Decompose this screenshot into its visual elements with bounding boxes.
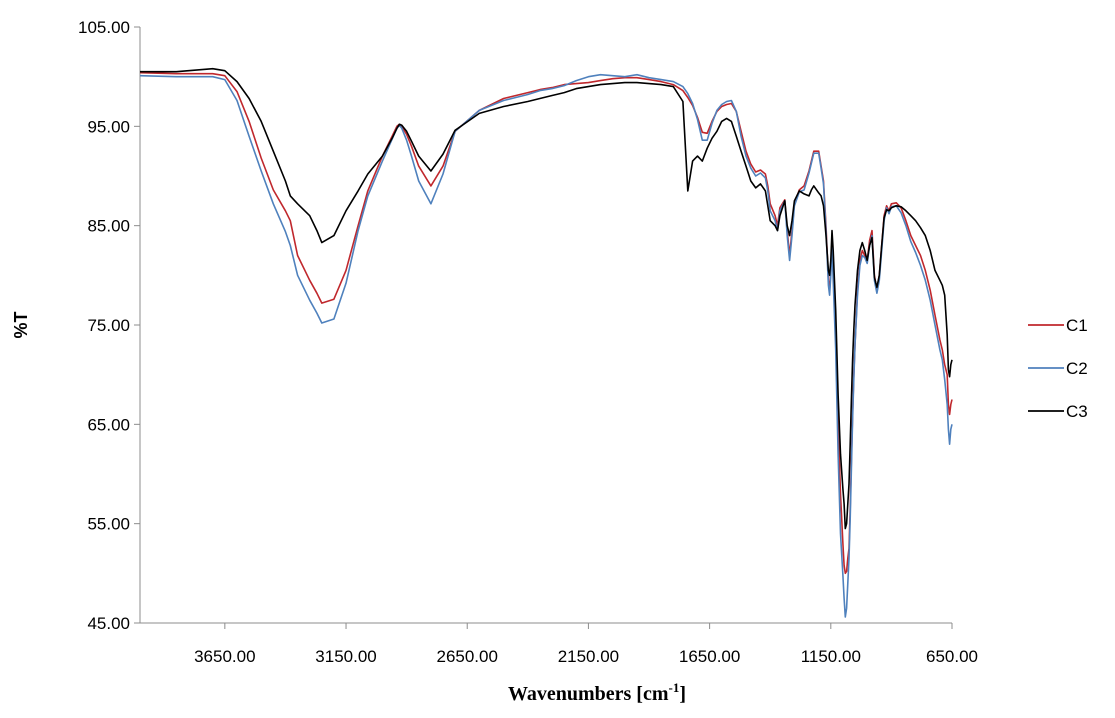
legend: C1 C2 C3 xyxy=(1028,316,1088,421)
y-axis-title: %T xyxy=(11,311,31,338)
y-tick-label: 55.00 xyxy=(87,515,130,534)
y-tick-label: 45.00 xyxy=(87,614,130,633)
x-tick-label: 2150.00 xyxy=(558,647,619,666)
series-line-c3 xyxy=(140,67,953,530)
x-tick-label: 1650.00 xyxy=(679,647,740,666)
x-axis-title-suffix: ] xyxy=(679,683,686,705)
x-axis-title-sup: -1 xyxy=(669,680,680,695)
legend-label-c1: C1 xyxy=(1066,316,1088,335)
series-line-c1 xyxy=(139,71,953,575)
x-tick-label: 1150.00 xyxy=(801,647,861,666)
legend-label-c2: C2 xyxy=(1066,359,1088,378)
x-axis-title: Wavenumbers [cm-1] xyxy=(508,680,686,705)
x-tick-label: 2650.00 xyxy=(436,647,497,666)
y-tick-label: 95.00 xyxy=(87,117,130,136)
series-group xyxy=(139,67,953,618)
x-tick-label: 3650.00 xyxy=(194,647,255,666)
legend-label-c3: C3 xyxy=(1066,402,1088,421)
x-tick-label: 3150.00 xyxy=(315,647,376,666)
x-axis-title-main: Wavenumbers [cm xyxy=(508,683,669,705)
series-line-c2 xyxy=(139,73,953,618)
y-tick-label: 85.00 xyxy=(87,217,130,236)
axis-ticks: 45.00 55.00 65.00 75.00 85.00 95.00 105.00 3650… xyxy=(78,18,978,666)
y-tick-label: 105.00 xyxy=(78,18,130,37)
y-tick-label: 75.00 xyxy=(87,316,130,335)
x-tick-label: 650.00 xyxy=(926,647,978,666)
y-tick-label: 65.00 xyxy=(87,415,130,434)
